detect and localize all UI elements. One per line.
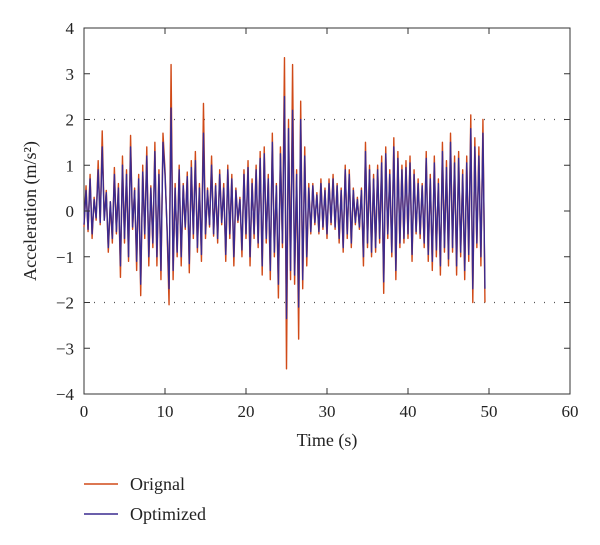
y-tick-label-2: 2	[66, 111, 75, 130]
series-line-optimized	[83, 95, 486, 320]
series-layer	[83, 57, 486, 370]
legend: Orignal Optimized	[84, 474, 206, 524]
tick-marks	[83, 27, 571, 395]
x-tick-label-0: 0	[80, 402, 89, 421]
y-tick-label-0: 4	[66, 19, 75, 38]
y-tick-label-5: −1	[56, 248, 74, 267]
plot-frame	[83, 27, 571, 395]
y-tick-label-7: −3	[56, 339, 74, 358]
x-tick-label-2: 20	[238, 402, 255, 421]
y-tick-label-6: −2	[56, 294, 74, 313]
y-tick-label-1: 3	[66, 65, 75, 84]
x-tick-label-1: 10	[157, 402, 174, 421]
series-line-orignal	[83, 57, 486, 370]
y-tick-label-4: 0	[66, 202, 75, 221]
legend-label-orignal: Orignal	[130, 474, 185, 494]
y-axis-label: Acceleration (m/s²)	[20, 141, 41, 281]
x-axis-label: Time (s)	[297, 430, 358, 451]
x-tick-label-3: 30	[319, 402, 336, 421]
x-tick-label-5: 50	[481, 402, 498, 421]
x-tick-label-6: 60	[562, 402, 579, 421]
legend-label-optimized: Optimized	[130, 504, 206, 524]
x-tick-label-4: 40	[400, 402, 417, 421]
reference-lines	[84, 118, 570, 304]
y-tick-label-8: −4	[56, 385, 75, 404]
y-tick-label-3: 1	[66, 156, 75, 175]
